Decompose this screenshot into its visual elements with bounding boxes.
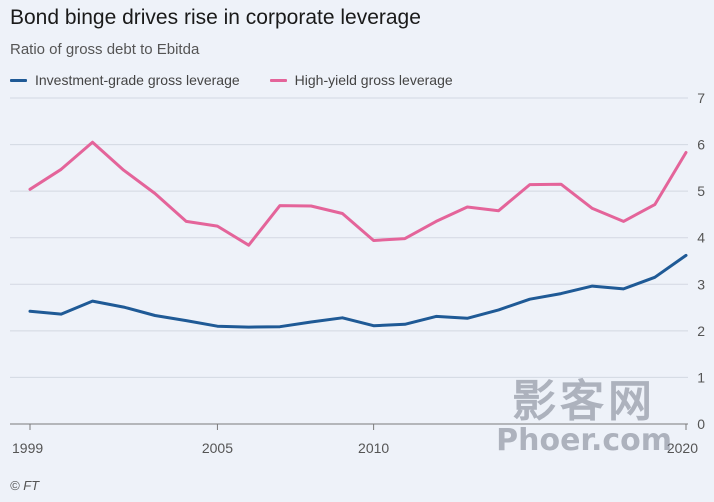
- series-line-hy: [28, 140, 688, 247]
- y-tick-label: 4: [697, 230, 705, 246]
- x-tick-label: 2020: [667, 440, 698, 456]
- y-tick-label: 6: [697, 137, 705, 153]
- source-credit: © FT: [10, 478, 40, 493]
- y-tick-label: 1: [697, 369, 705, 385]
- y-tick-label: 0: [697, 416, 705, 432]
- legend-swatch-high-yield: [269, 78, 287, 82]
- legend-item-high-yield: High-yield gross leverage: [269, 72, 453, 88]
- legend-swatch-investment-grade: [10, 78, 27, 82]
- y-tick-label: 5: [697, 183, 705, 199]
- y-tick-label: 7: [697, 90, 705, 106]
- legend: Investment-grade gross leverage High-yie…: [10, 72, 483, 88]
- chart-subtitle: Ratio of gross debt to Ebitda: [10, 41, 200, 58]
- x-tick-label: 1999: [12, 440, 43, 456]
- legend-item-investment-grade: Investment-grade gross leverage: [10, 72, 240, 88]
- chart-title: Bond binge drives rise in corporate leve…: [10, 6, 421, 29]
- y-tick-label: 2: [697, 323, 705, 339]
- y-tick-label: 3: [697, 276, 705, 292]
- legend-label-investment-grade: Investment-grade gross leverage: [35, 72, 240, 88]
- x-tick-label: 2010: [358, 440, 389, 456]
- legend-label-high-yield: High-yield gross leverage: [294, 72, 453, 88]
- x-tick-label: 2005: [202, 440, 233, 456]
- series-line-ig: [28, 253, 688, 329]
